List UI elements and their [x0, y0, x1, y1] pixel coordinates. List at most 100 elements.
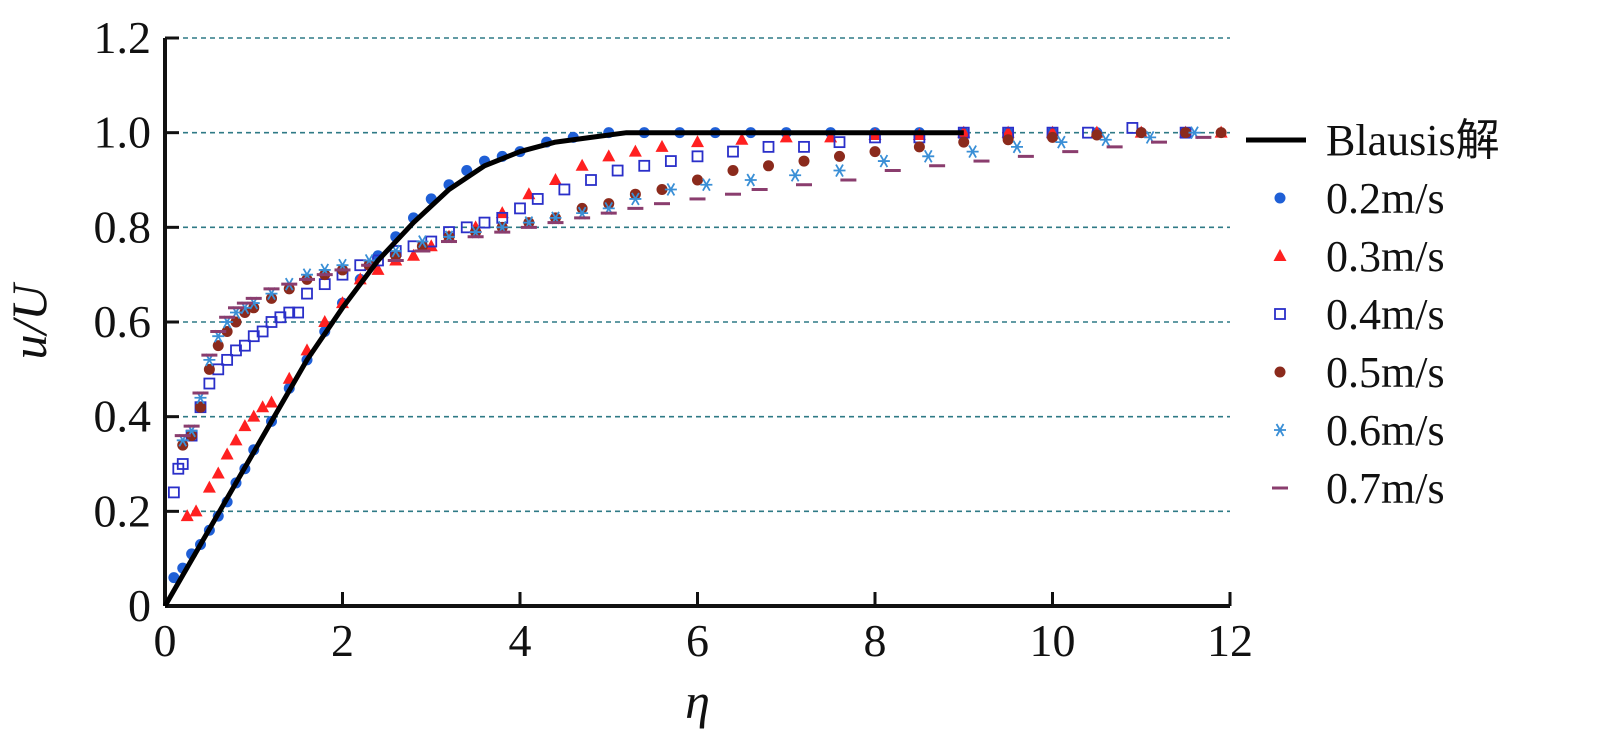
data-point: [611, 164, 624, 177]
data-point: [602, 149, 616, 162]
data-point: [656, 183, 668, 195]
data-point: [177, 439, 189, 451]
data-point: [1180, 127, 1192, 139]
legend-marker: [1274, 366, 1286, 378]
data-point: [762, 140, 775, 153]
data-point: [798, 140, 810, 153]
data-point: [877, 154, 890, 168]
data-point: [779, 130, 793, 143]
data-point: [256, 325, 269, 338]
data-point: [692, 174, 703, 186]
data-point: [1011, 140, 1023, 154]
data-point: [664, 183, 677, 196]
legend-label: 0.4m/s: [1326, 290, 1445, 339]
data-point: [238, 339, 251, 352]
data-point: [212, 340, 224, 352]
data-point: [913, 141, 925, 153]
legend-label: Blausis解: [1326, 116, 1500, 165]
data-point: [727, 165, 739, 177]
data-point: [195, 401, 206, 413]
data-point: [1001, 125, 1015, 138]
x-tick-label: 6: [686, 615, 709, 666]
data-point: [256, 400, 270, 413]
series-0.7m/s: [174, 135, 1212, 438]
data-point: [514, 202, 526, 215]
data-point: [655, 139, 669, 152]
data-point: [167, 486, 180, 499]
data-point: [168, 572, 180, 584]
data-point: [575, 158, 589, 171]
data-point: [549, 173, 562, 185]
x-tick-label: 10: [1030, 615, 1076, 666]
y-tick-label: 0: [128, 580, 151, 631]
data-point: [266, 292, 277, 304]
data-point: [727, 145, 739, 158]
legend-marker: [1274, 192, 1286, 204]
data-point: [603, 198, 615, 210]
legend-item: 0.2m/s: [1274, 174, 1445, 223]
data-point: [230, 316, 242, 328]
data-point: [176, 458, 189, 470]
data-point: [664, 155, 677, 167]
data-point: [638, 159, 651, 172]
legend-label: 0.2m/s: [1326, 174, 1445, 223]
data-point: [744, 173, 757, 187]
data-point: [247, 409, 261, 422]
series-0.2m/s: [168, 127, 1192, 584]
series-0.5m/s: [177, 127, 1227, 451]
y-axis-label: u/U: [1, 282, 57, 360]
data-point: [700, 178, 713, 192]
y-tick-label: 0.6: [94, 296, 152, 347]
data-point: [1126, 122, 1139, 134]
data-point: [1091, 129, 1103, 141]
legend-item: 0.6m/s: [1274, 406, 1445, 455]
x-tick-label: 4: [509, 615, 532, 666]
data-point: [283, 306, 296, 319]
data-point: [203, 377, 216, 390]
data-point: [180, 509, 194, 522]
data-point: [629, 192, 642, 206]
y-tick-label: 1.0: [94, 107, 152, 158]
data-point: [1055, 135, 1068, 149]
data-point: [318, 278, 331, 291]
legend-label: 0.6m/s: [1326, 406, 1445, 455]
legend-marker: [1273, 249, 1287, 261]
data-point: [248, 302, 260, 314]
data-point: [1099, 133, 1112, 147]
y-tick-label: 0.2: [94, 485, 152, 536]
data-point: [460, 221, 473, 234]
data-point: [922, 149, 935, 163]
data-point: [238, 419, 252, 432]
data-point: [1135, 127, 1147, 139]
legend-label: 0.5m/s: [1326, 348, 1445, 397]
series-line: [162, 130, 964, 608]
data-point: [478, 216, 491, 229]
x-tick-label: 2: [331, 615, 354, 666]
data-point: [265, 395, 278, 408]
data-point: [735, 132, 749, 145]
data-point: [301, 287, 313, 300]
legend-label: 0.3m/s: [1326, 232, 1445, 281]
data-point: [869, 146, 881, 158]
data-point: [229, 433, 243, 446]
data-point: [390, 250, 402, 262]
data-point: [189, 504, 203, 517]
data-point: [416, 240, 428, 252]
series-0.4m/s: [167, 122, 1192, 499]
data-point: [283, 283, 295, 295]
data-point: [318, 315, 332, 327]
data-point: [407, 248, 420, 261]
legend-item: Blausis解: [1246, 116, 1500, 165]
plot-area: [162, 122, 1228, 608]
data-point: [1047, 131, 1058, 143]
data-point: [211, 466, 225, 479]
data-point: [1215, 127, 1227, 139]
data-point: [691, 150, 704, 163]
data-point: [531, 193, 544, 205]
data-point: [220, 447, 234, 460]
data-point: [576, 202, 588, 214]
data-point: [763, 160, 774, 172]
x-tick-label: 0: [154, 615, 177, 666]
legend-item: 0.7m/s: [1272, 464, 1445, 513]
